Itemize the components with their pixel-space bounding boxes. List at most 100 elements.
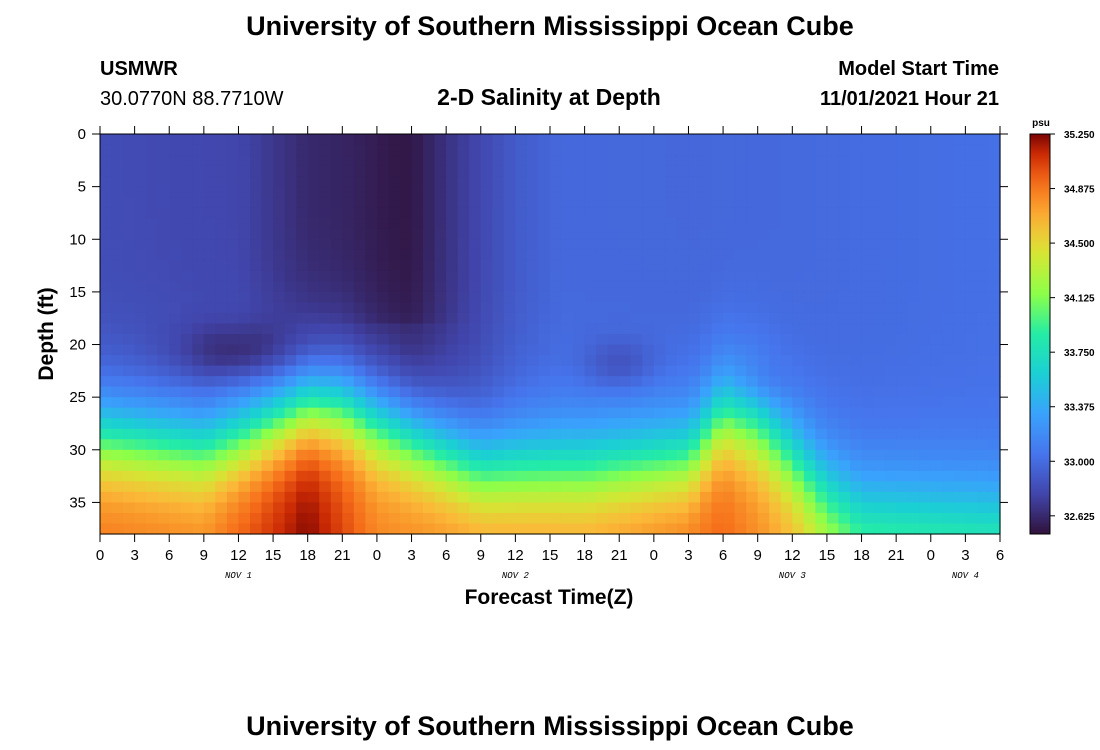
- heatmap-cell: [319, 323, 332, 335]
- heatmap-cell: [192, 260, 205, 272]
- heatmap-cell: [111, 344, 124, 356]
- heatmap-cell: [873, 144, 886, 156]
- heatmap-cell: [573, 428, 586, 440]
- heatmap-cell: [446, 249, 459, 261]
- heatmap-cell: [953, 470, 966, 482]
- heatmap-cell: [307, 334, 320, 346]
- heatmap-cell: [688, 355, 701, 367]
- heatmap-cell: [919, 523, 932, 535]
- heatmap-cell: [215, 323, 228, 335]
- heatmap-cell: [157, 155, 170, 167]
- heatmap-cell: [180, 323, 193, 335]
- heatmap-cell: [123, 439, 136, 451]
- heatmap-cell: [561, 291, 574, 304]
- heatmap-cell: [342, 249, 355, 261]
- heatmap-cell: [896, 312, 909, 325]
- heatmap-cell: [653, 376, 666, 388]
- heatmap-cell: [192, 281, 205, 293]
- heatmap-cell: [561, 365, 574, 377]
- heatmap-cell: [988, 281, 1001, 293]
- heatmap-cell: [953, 365, 966, 377]
- heatmap-cell: [307, 512, 320, 525]
- heatmap-cell: [584, 365, 597, 377]
- heatmap-cell: [250, 512, 263, 525]
- heatmap-cell: [469, 428, 482, 440]
- heatmap-cell: [238, 418, 251, 430]
- heatmap-cell: [653, 512, 666, 525]
- heatmap-cell: [630, 344, 643, 356]
- heatmap-cell: [180, 502, 193, 514]
- heatmap-cell: [273, 281, 286, 293]
- heatmap-cell: [573, 418, 586, 430]
- heatmap-cell: [146, 523, 159, 535]
- heatmap-cell: [930, 386, 943, 398]
- heatmap-cell: [376, 312, 390, 325]
- heatmap-cell: [561, 460, 574, 472]
- heatmap-cell: [561, 397, 574, 409]
- heatmap-cell: [376, 491, 390, 504]
- heatmap-cell: [146, 228, 159, 240]
- heatmap-cell: [930, 144, 943, 156]
- heatmap-cell: [307, 144, 320, 156]
- heatmap-cell: [619, 512, 632, 525]
- heatmap-cell: [676, 281, 690, 293]
- heatmap-cell: [192, 386, 205, 398]
- colorbar: psu 35.25034.87534.50034.12533.75033.375…: [1029, 118, 1095, 535]
- heatmap-cell: [965, 270, 978, 282]
- heatmap-cell: [203, 207, 216, 219]
- heatmap-cell: [838, 418, 851, 430]
- heatmap-cell: [988, 260, 1001, 272]
- heatmap-cell: [596, 481, 609, 493]
- heatmap-cell: [157, 470, 170, 482]
- heatmap-cell: [376, 481, 390, 493]
- heatmap-cell: [803, 344, 816, 356]
- heatmap-cell: [492, 365, 505, 377]
- heatmap-cell: [573, 144, 586, 156]
- heatmap-cell: [642, 165, 655, 177]
- heatmap-cell: [850, 512, 863, 525]
- heatmap-cell: [826, 344, 840, 356]
- heatmap-cell: [515, 428, 528, 440]
- heatmap-cell: [180, 334, 193, 346]
- heatmap-cell: [480, 134, 493, 146]
- heatmap-cell: [307, 165, 320, 177]
- heatmap-cell: [907, 376, 920, 388]
- heatmap-cell: [307, 312, 320, 325]
- heatmap-cell: [561, 249, 574, 261]
- heatmap-cell: [157, 228, 170, 240]
- heatmap-cell: [180, 481, 193, 493]
- heatmap-cell: [526, 186, 540, 198]
- heatmap-cell: [942, 176, 955, 188]
- heatmap-cell: [538, 334, 551, 346]
- heatmap-cell: [803, 334, 816, 346]
- heatmap-cell: [919, 144, 932, 156]
- heatmap-cell: [919, 291, 932, 304]
- heatmap-cell: [561, 312, 574, 325]
- heatmap-cell: [607, 291, 620, 304]
- heatmap-cell: [146, 428, 159, 440]
- heatmap-cell: [526, 418, 540, 430]
- heatmap-cell: [469, 407, 482, 419]
- heatmap-cell: [180, 439, 193, 451]
- heatmap-cell: [711, 270, 724, 282]
- heatmap-cell: [653, 418, 666, 430]
- heatmap-cell: [550, 312, 563, 325]
- heatmap-cell: [238, 218, 251, 230]
- heatmap-cell: [942, 186, 955, 198]
- heatmap-cell: [238, 176, 251, 188]
- heatmap-cell: [376, 197, 390, 209]
- heatmap-cell: [376, 365, 390, 377]
- heatmap-cell: [896, 460, 909, 472]
- heatmap-cell: [273, 228, 286, 240]
- heatmap-cell: [965, 365, 978, 377]
- heatmap-cell: [803, 355, 816, 367]
- heatmap-cell: [250, 344, 263, 356]
- heatmap-cell: [538, 239, 551, 251]
- heatmap-cell: [792, 260, 805, 272]
- heatmap-cell: [665, 428, 678, 440]
- heatmap-cell: [446, 449, 459, 461]
- heatmap-cell: [757, 312, 770, 325]
- heatmap-cell: [803, 523, 816, 535]
- heatmap-cell: [884, 481, 897, 493]
- heatmap-cell: [619, 449, 632, 461]
